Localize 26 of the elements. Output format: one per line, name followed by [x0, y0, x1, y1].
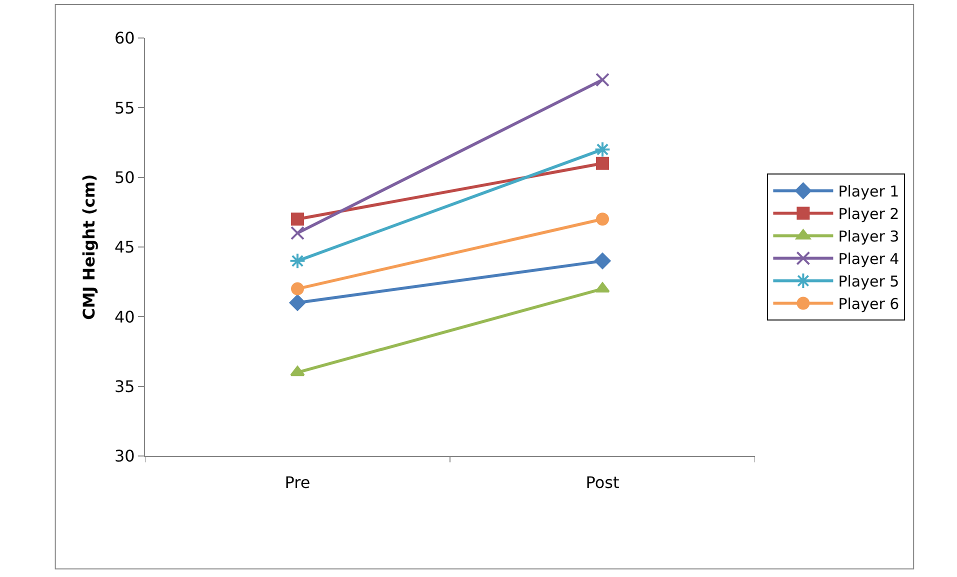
point [289, 294, 306, 311]
y-tick-label: 40 [114, 307, 135, 326]
point [596, 156, 609, 170]
x-tick-label: Post [586, 473, 620, 492]
point [291, 282, 304, 296]
point [289, 252, 306, 270]
x-tick-label: Pre [284, 473, 310, 492]
point [594, 141, 611, 158]
y-axis-title: CMJ Height (cm) [79, 174, 98, 320]
point [596, 72, 610, 87]
point [594, 252, 611, 270]
y-tick-label: 60 [114, 28, 135, 48]
y-tick-label: 30 [114, 446, 135, 466]
y-tick-label: 50 [114, 168, 135, 187]
point [596, 212, 609, 226]
legend-label: Player 1 [838, 182, 900, 201]
legend-label: Player 3 [838, 228, 900, 246]
legend-label: Player 5 [838, 272, 900, 291]
legend-label: Player 2 [838, 205, 900, 224]
point [290, 226, 304, 240]
legend-label: Player 4 [838, 250, 900, 268]
y-tick-label: 55 [114, 98, 135, 118]
y-tick-label: 45 [114, 238, 135, 257]
point [291, 212, 304, 226]
legend-label: Player 6 [838, 295, 900, 314]
y-tick-label: 35 [114, 376, 135, 396]
